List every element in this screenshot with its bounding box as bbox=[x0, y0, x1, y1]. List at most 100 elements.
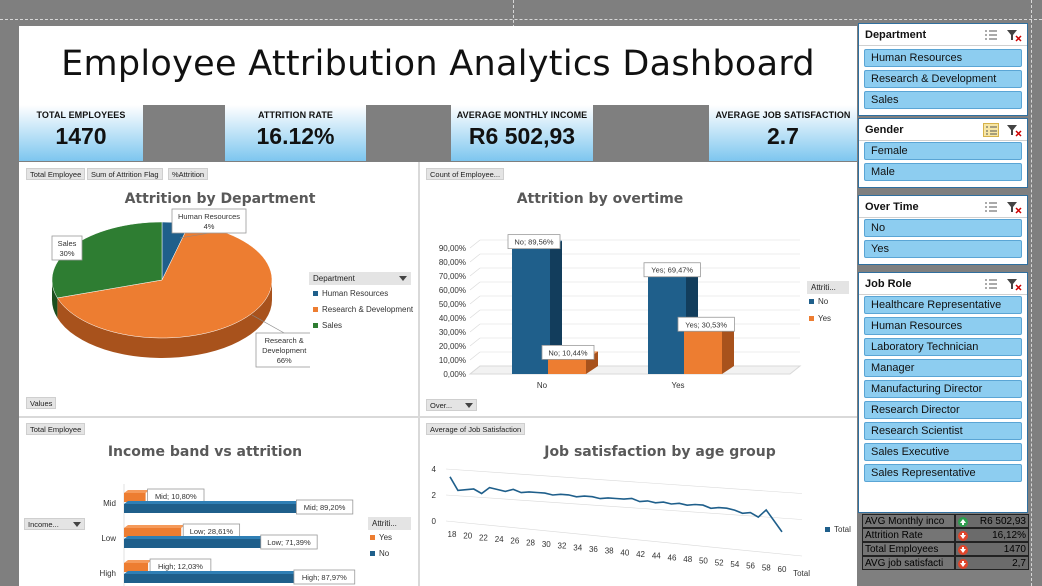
clear-filter-icon[interactable] bbox=[1006, 200, 1022, 214]
kpi-attrition-rate[interactable]: ATTRITION RATE 16.12% bbox=[225, 105, 366, 161]
gridline bbox=[445, 468, 803, 494]
bar-data-label: High; 87,97% bbox=[293, 569, 356, 585]
chart-title: Job satisfaction by age group bbox=[544, 444, 776, 460]
legend-field-button[interactable]: Department bbox=[309, 272, 411, 285]
clear-filter-icon[interactable] bbox=[1006, 28, 1022, 42]
bar-data-label: High; 12,03% bbox=[149, 558, 212, 574]
pivot-field-button[interactable]: Count of Employee... bbox=[426, 168, 505, 180]
x-tick-label: 20 bbox=[463, 532, 472, 541]
slicer-item[interactable]: Research Director bbox=[864, 401, 1022, 419]
legend-field-button[interactable]: Attriti... bbox=[368, 517, 411, 530]
bar-data-label: Yes; 30,53% bbox=[677, 316, 735, 332]
data-label: 30% bbox=[59, 249, 74, 258]
y-tick-label: 40,00% bbox=[439, 314, 466, 323]
overtime-bar-chart: 0,00% 10,00% 20,00% 30,00% 40,00% 50,00% 60,00… bbox=[439, 234, 802, 390]
slicer-item[interactable]: Female bbox=[864, 142, 1022, 160]
slicer-item[interactable]: Human Resources bbox=[864, 317, 1022, 335]
chart-title: Attrition by Department bbox=[124, 191, 316, 207]
pivot-values-button[interactable]: Values bbox=[26, 397, 57, 409]
x-tick-label: 46 bbox=[668, 553, 677, 562]
x-tick-label: 44 bbox=[652, 552, 661, 561]
data-label: No; 89,56% bbox=[514, 238, 554, 247]
bar-data-label: Low; 28,61% bbox=[182, 523, 241, 539]
slicer-item[interactable]: No bbox=[864, 219, 1022, 237]
summary-row[interactable]: Total Employees 1470 bbox=[862, 542, 1029, 556]
slicer-item[interactable]: Sales Executive bbox=[864, 443, 1022, 461]
multi-select-icon[interactable] bbox=[983, 200, 999, 214]
slicer-job-role[interactable]: Job Role Healthcare Representative Human… bbox=[858, 272, 1028, 513]
slicer-item[interactable]: Yes bbox=[864, 240, 1022, 258]
legend-swatch bbox=[313, 307, 318, 313]
legend-field-button[interactable]: Attriti... bbox=[807, 281, 849, 294]
kpi-value: 1470 bbox=[55, 123, 107, 149]
bar-side bbox=[586, 351, 598, 374]
pivot-axis-button[interactable]: Income... bbox=[24, 518, 85, 530]
x-tick-label: 56 bbox=[746, 562, 755, 571]
bar-side bbox=[722, 323, 734, 374]
summary-value: 2,7 bbox=[955, 556, 1029, 570]
pivot-field-button[interactable]: Sum of Attrition Flag bbox=[87, 168, 163, 180]
pivot-field-button[interactable]: Average of Job Satisfaction bbox=[426, 423, 526, 435]
summary-row[interactable]: AVG Monthly inco R6 502,93 bbox=[862, 514, 1029, 528]
slicer-item[interactable]: Male bbox=[864, 163, 1022, 181]
pivot-field-button[interactable]: Total Employee bbox=[26, 423, 86, 435]
x-tick-label: 50 bbox=[699, 557, 708, 566]
slicer-header: Job Role bbox=[859, 273, 1027, 295]
bar-top bbox=[124, 490, 150, 493]
x-tick-label: 22 bbox=[479, 533, 488, 542]
kpi-avg-job-satisfaction[interactable]: AVERAGE JOB SATISFACTION 2.7 bbox=[709, 105, 857, 161]
gridline bbox=[445, 520, 803, 557]
multi-select-icon[interactable] bbox=[983, 28, 999, 42]
clear-filter-icon[interactable] bbox=[1006, 277, 1022, 291]
slicer-department[interactable]: Department Human Resources Research & De… bbox=[858, 23, 1028, 116]
slicer-item[interactable]: Manufacturing Director bbox=[864, 380, 1022, 398]
slicer-over-time[interactable]: Over Time No Yes bbox=[858, 195, 1028, 265]
multi-select-icon[interactable] bbox=[983, 123, 999, 137]
slicer-item[interactable]: Research Scientist bbox=[864, 422, 1022, 440]
data-label: Research & bbox=[265, 336, 304, 345]
slicer-item[interactable]: Manager bbox=[864, 359, 1022, 377]
pivot-field-button[interactable]: %Attrition bbox=[168, 168, 209, 180]
multi-select-icon[interactable] bbox=[983, 277, 999, 291]
slicer-title: Over Time bbox=[865, 201, 919, 213]
slicer-item[interactable]: Sales bbox=[864, 91, 1022, 109]
y-tick-label: 80,00% bbox=[439, 258, 466, 267]
pivot-field-button[interactable]: Total Employee bbox=[26, 168, 86, 180]
kpi-value: R6 502,93 bbox=[468, 123, 576, 149]
legend-label: Sales bbox=[322, 321, 343, 330]
data-label: Mid; 10,80% bbox=[155, 492, 197, 501]
kpi-total-employees[interactable]: TOTAL EMPLOYEES 1470 bbox=[19, 105, 143, 161]
x-tick-label: 30 bbox=[542, 540, 551, 549]
x-tick-label: 34 bbox=[573, 543, 582, 552]
slicer-item[interactable]: Human Resources bbox=[864, 49, 1022, 67]
panel-divider bbox=[19, 416, 857, 418]
slicer-item[interactable]: Healthcare Representative bbox=[864, 296, 1022, 314]
data-label: 66% bbox=[277, 356, 292, 365]
summary-row[interactable]: Attrition Rate 16,12% bbox=[862, 528, 1029, 542]
clear-filter-icon[interactable] bbox=[1006, 123, 1022, 137]
legend-item: No bbox=[370, 549, 389, 558]
x-tick-label: 48 bbox=[683, 555, 692, 564]
kpi-avg-monthly-income[interactable]: AVERAGE MONTHLY INCOME R6 502,93 bbox=[451, 105, 593, 161]
slicer-item[interactable]: Sales Representative bbox=[864, 464, 1022, 482]
page-break-guide bbox=[0, 19, 1042, 20]
kpi-value: 16.12% bbox=[256, 123, 335, 149]
legend-swatch bbox=[370, 551, 375, 557]
slicer-item[interactable]: Research & Development bbox=[864, 70, 1022, 88]
summary-row[interactable]: AVG job satisfacti 2,7 bbox=[862, 556, 1029, 570]
legend-label: Yes bbox=[818, 314, 832, 323]
pivot-axis-button[interactable]: Over... bbox=[426, 399, 477, 411]
slicer-item[interactable]: Laboratory Technician bbox=[864, 338, 1022, 356]
summary-label: Attrition Rate bbox=[862, 528, 955, 542]
slicer-gender[interactable]: Gender Female Male bbox=[858, 118, 1028, 188]
x-tick-label: 52 bbox=[715, 558, 724, 567]
panel-divider bbox=[418, 162, 420, 586]
summary-label: AVG Monthly inco bbox=[862, 514, 955, 528]
legend-swatch bbox=[313, 291, 318, 297]
data-label: Human Resources bbox=[178, 212, 240, 221]
legend-item: Human Resources bbox=[313, 289, 388, 298]
legend-label: No bbox=[379, 549, 390, 558]
gridline bbox=[469, 309, 481, 319]
